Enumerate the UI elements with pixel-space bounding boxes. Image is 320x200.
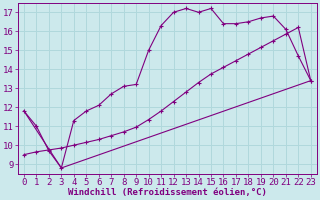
X-axis label: Windchill (Refroidissement éolien,°C): Windchill (Refroidissement éolien,°C): [68, 188, 267, 197]
